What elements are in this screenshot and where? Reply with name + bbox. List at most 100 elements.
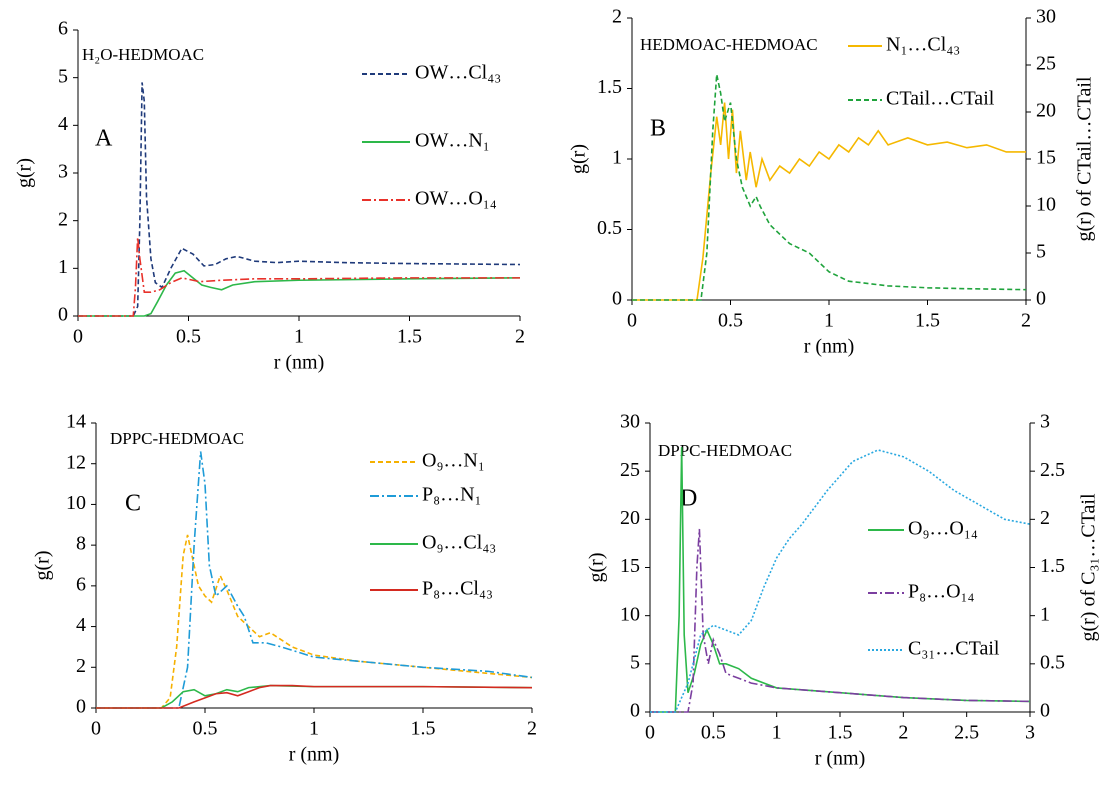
y-tick-label: 14 <box>66 411 86 433</box>
y-tick-label: 30 <box>620 411 640 433</box>
x-tick-label: 2 <box>898 722 908 744</box>
y2-tick-label: 5 <box>1036 241 1046 263</box>
legend-label: P₈…O₁₄ <box>908 581 975 603</box>
series-line <box>632 74 1027 301</box>
x-tick-label: 0.5 <box>176 326 201 348</box>
x-tick-label: 1 <box>294 326 304 348</box>
y-tick-label: 15 <box>620 555 640 577</box>
y2-tick-label: 0 <box>1040 700 1050 722</box>
series-line <box>96 684 533 709</box>
y-tick-label: 1 <box>58 256 68 278</box>
y-tick-label: 2 <box>76 655 86 677</box>
x-tick-label: 0 <box>627 310 637 332</box>
y-tick-label: 5 <box>58 65 68 87</box>
y2-tick-label: 0 <box>1036 288 1046 310</box>
x-tick-label: 2 <box>527 718 537 740</box>
series-line <box>96 684 533 709</box>
y-tick-label: 4 <box>76 614 86 636</box>
y-tick-label: 10 <box>66 492 86 514</box>
x-tick-label: 1.5 <box>915 310 940 332</box>
y-tick-label: 12 <box>66 451 86 473</box>
x-tick-label: 2 <box>515 326 525 348</box>
y-tick-label: 5 <box>630 651 640 673</box>
legend-label: P₈…Cl₄₃ <box>422 578 493 600</box>
y-tick-label: 0.5 <box>597 217 622 239</box>
x-tick-label: 0 <box>645 722 655 744</box>
y2-tick-label: 3 <box>1040 411 1050 433</box>
x-tick-label: 1 <box>309 718 319 740</box>
y-tick-label: 0 <box>612 288 622 310</box>
y-tick-label: 1.5 <box>597 76 622 98</box>
x-axis-label: r (nm) <box>274 352 325 374</box>
y-tick-label: 8 <box>76 533 86 555</box>
legend-label: O₉…O₁₄ <box>908 518 978 540</box>
y-tick-label: 25 <box>620 459 640 481</box>
y2-tick-label: 2 <box>1040 507 1050 529</box>
y-axis-label: g(r) <box>32 551 54 581</box>
legend-label: N₁…Cl₄₃ <box>886 34 960 56</box>
y2-tick-label: 0.5 <box>1040 651 1065 673</box>
panel-label: B <box>650 116 666 142</box>
x-tick-label: 1 <box>772 722 782 744</box>
y-tick-label: 20 <box>620 507 640 529</box>
x-tick-label: 2.5 <box>954 722 979 744</box>
x-tick-label: 0.5 <box>193 718 218 740</box>
y2-tick-label: 10 <box>1036 194 1056 216</box>
y2-axis-label: g(r) of C₃₁…CTail <box>1078 493 1100 642</box>
x-tick-label: 1.5 <box>828 722 853 744</box>
series-line <box>78 237 520 317</box>
y2-tick-label: 15 <box>1036 147 1056 169</box>
panel-label: C <box>125 491 141 517</box>
panel-subtitle: HEDMOAC-HEDMOAC <box>640 35 818 54</box>
x-tick-label: 0.5 <box>718 310 743 332</box>
y2-axis-label: g(r) of CTail…CTail <box>1074 76 1096 241</box>
series-line <box>632 102 1026 301</box>
panel-label: A <box>95 126 113 152</box>
y-tick-label: 1 <box>612 147 622 169</box>
series-line <box>650 447 1031 713</box>
x-tick-label: 1 <box>824 310 834 332</box>
x-axis-label: r (nm) <box>804 336 855 358</box>
panel-subtitle: DPPC-HEDMOAC <box>658 441 792 460</box>
y2-tick-label: 2.5 <box>1040 459 1065 481</box>
x-tick-label: 0.5 <box>701 722 726 744</box>
legend-label: OW…N₁ <box>415 130 490 152</box>
y2-tick-label: 20 <box>1036 100 1056 122</box>
series-line <box>96 451 533 709</box>
legend-label: OW…O₁₄ <box>415 188 497 210</box>
y2-tick-label: 25 <box>1036 53 1056 75</box>
series-line <box>78 82 521 317</box>
y-tick-label: 2 <box>58 208 68 230</box>
y-axis-label: g(r) <box>14 158 36 188</box>
x-axis-label: r (nm) <box>815 748 866 770</box>
series-line <box>650 528 1031 713</box>
y2-tick-label: 30 <box>1036 6 1056 28</box>
y-tick-label: 0 <box>630 700 640 722</box>
y-tick-label: 6 <box>76 573 86 595</box>
legend-label: OW…Cl₄₃ <box>415 62 501 84</box>
panel-label: D <box>680 486 697 512</box>
x-tick-label: 0 <box>73 326 83 348</box>
legend-label: O₉…N₁ <box>422 450 485 472</box>
y-axis-label: g(r) <box>568 144 590 174</box>
legend-label: O₉…Cl₄₃ <box>422 532 496 554</box>
series-line <box>96 534 533 709</box>
y2-tick-label: 1 <box>1040 603 1050 625</box>
y-tick-label: 10 <box>620 603 640 625</box>
y-tick-label: 0 <box>76 696 86 718</box>
legend-label: P₈…N₁ <box>422 484 482 506</box>
legend-label: CTail…CTail <box>886 88 995 110</box>
y-tick-label: 0 <box>58 304 68 326</box>
x-tick-label: 2 <box>1021 310 1031 332</box>
y-tick-label: 6 <box>58 18 68 40</box>
panel-subtitle: H₂O-HEDMOAC <box>82 45 204 64</box>
y-tick-label: 2 <box>612 6 622 28</box>
y-axis-label: g(r) <box>586 553 608 583</box>
x-tick-label: 0 <box>91 718 101 740</box>
x-tick-label: 1.5 <box>397 326 422 348</box>
x-tick-label: 1.5 <box>411 718 436 740</box>
x-tick-label: 3 <box>1025 722 1035 744</box>
legend-label: C₃₁…CTail <box>908 638 1000 660</box>
y-tick-label: 4 <box>58 113 68 135</box>
